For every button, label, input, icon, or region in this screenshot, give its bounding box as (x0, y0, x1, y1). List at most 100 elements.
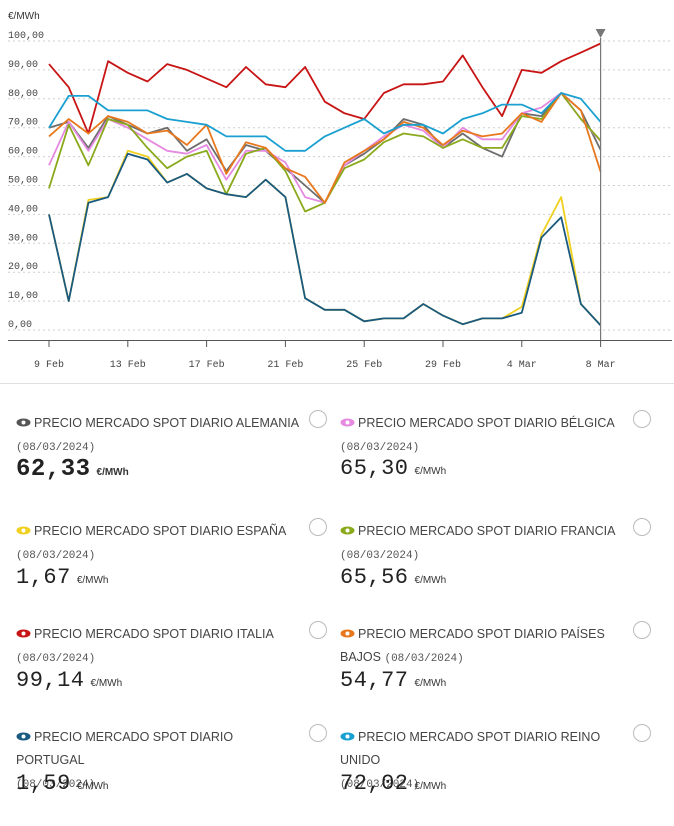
chart-toggle-button[interactable] (309, 410, 327, 428)
cursor-marker-icon (595, 29, 606, 38)
card-value-line: 65,30 €/MWh (340, 456, 446, 481)
card-value: 65,56 (340, 565, 409, 590)
card-portugal: PRECIO MERCADO SPOT DIARIO PORTUGAL (08/… (16, 724, 336, 826)
x-tick-label: 17 Feb (189, 359, 225, 371)
chart-svg: €/MWh 0,00 10,00 20,00 30,00 40,00 50,00 60,00 7… (8, 11, 672, 371)
eye-icon[interactable] (340, 418, 355, 427)
card-value-line: 99,14 €/MWh (16, 668, 122, 693)
chart-toggle-button[interactable] (309, 621, 327, 639)
series-line (48, 42, 601, 135)
series-line (48, 152, 602, 327)
card-title: PRECIO MERCADO SPOT DIARIO BÉLGICA (358, 416, 615, 430)
y-tick-label: 80,00 (8, 89, 38, 100)
x-tick-label: 9 Feb (34, 359, 64, 371)
card-value: 62,33 (16, 456, 91, 483)
card-value: 1,59 (16, 771, 71, 796)
card-header: PRECIO MERCADO SPOT DIARIO ESPAÑA (08/03… (16, 520, 301, 568)
x-tick-label: 25 Feb (346, 359, 382, 371)
eye-icon[interactable] (16, 629, 31, 638)
card-unit: €/MWh (414, 575, 447, 586)
card-value-line: 1,59 €/MWh (16, 771, 108, 796)
series-line (48, 149, 602, 326)
card-date: (08/03/2024) (16, 779, 96, 791)
eye-icon[interactable] (16, 732, 31, 741)
eye-icon[interactable] (340, 526, 355, 535)
card-alemania: PRECIO MERCADO SPOT DIARIO ALEMANIA (08/… (16, 410, 336, 512)
x-tick-label: 21 Feb (267, 359, 303, 371)
card-unit: €/MWh (414, 466, 447, 477)
eye-icon[interactable] (340, 629, 355, 638)
chart-toggle-button[interactable] (633, 410, 651, 428)
y-tick-label: 90,00 (8, 60, 38, 71)
x-tick-label: 29 Feb (425, 359, 461, 371)
card-italia: PRECIO MERCADO SPOT DIARIO ITALIA (08/03… (16, 621, 336, 723)
card-value: 54,77 (340, 668, 409, 693)
series-line (48, 92, 602, 204)
y-tick-label: 70,00 (8, 118, 38, 129)
card-value: 1,67 (16, 565, 71, 590)
card-header: PRECIO MERCADO SPOT DIARIO PAÍSES BAJOS … (340, 623, 625, 671)
chart-toggle-button[interactable] (309, 518, 327, 536)
card-value: 99,14 (16, 668, 85, 693)
price-line-chart: €/MWh 0,00 10,00 20,00 30,00 40,00 50,00 60,00 7… (0, 0, 674, 380)
card-header: PRECIO MERCADO SPOT DIARIO REINO UNIDO (… (340, 726, 625, 797)
card-unit: €/MWh (414, 781, 447, 792)
chart-toggle-button[interactable] (309, 724, 327, 742)
chart-toggle-button[interactable] (633, 518, 651, 536)
card-date: (08/03/2024) (340, 442, 420, 454)
y-tick-label: 60,00 (8, 147, 38, 158)
card-date: (08/03/2024) (16, 550, 96, 562)
card-value-line: 54,77 €/MWh (340, 668, 446, 693)
card-title: PRECIO MERCADO SPOT DIARIO PORTUGAL (16, 730, 234, 767)
card-header: PRECIO MERCADO SPOT DIARIO ALEMANIA (08/… (16, 412, 301, 460)
y-axis-unit: €/MWh (8, 11, 40, 22)
card-header: PRECIO MERCADO SPOT DIARIO PORTUGAL (08/… (16, 726, 301, 797)
card-title: PRECIO MERCADO SPOT DIARIO ITALIA (34, 627, 274, 641)
card-date: (08/03/2024) (16, 442, 96, 454)
card-belgica: PRECIO MERCADO SPOT DIARIO BÉLGICA (08/0… (340, 410, 660, 512)
card-date: (08/03/2024) (340, 550, 420, 562)
card-date: (08/03/2024) (384, 653, 464, 665)
eye-icon[interactable] (16, 418, 31, 427)
y-tick-label: 50,00 (8, 176, 38, 187)
x-tick-label: 13 Feb (110, 359, 146, 371)
card-title: PRECIO MERCADO SPOT DIARIO PAÍSES (358, 627, 605, 641)
chart-toggle-button[interactable] (633, 621, 651, 639)
card-unit: €/MWh (90, 678, 123, 689)
card-title: PRECIO MERCADO SPOT DIARIO ESPAÑA (34, 524, 287, 538)
card-header: PRECIO MERCADO SPOT DIARIO FRANCIA (08/0… (340, 520, 625, 568)
card-unit: €/MWh (76, 781, 109, 792)
eye-icon[interactable] (16, 526, 31, 535)
card-date: (08/03/2024) (340, 779, 420, 791)
card-title: PRECIO MERCADO SPOT DIARIO REINO UNIDO (340, 730, 601, 767)
card-header: PRECIO MERCADO SPOT DIARIO ITALIA (08/03… (16, 623, 301, 671)
series-line (48, 92, 602, 204)
card-title-line2: BAJOS (340, 650, 381, 664)
series-line (48, 92, 602, 152)
card-unit: €/MWh (96, 467, 129, 478)
card-header: PRECIO MERCADO SPOT DIARIO BÉLGICA (08/0… (340, 412, 625, 460)
eye-icon[interactable] (340, 732, 355, 741)
y-tick-label: 40,00 (8, 204, 38, 215)
y-tick-label: 100,00 (8, 31, 44, 42)
card-paises-bajos: PRECIO MERCADO SPOT DIARIO PAÍSES BAJOS … (340, 621, 660, 723)
card-espana: PRECIO MERCADO SPOT DIARIO ESPAÑA (08/03… (16, 518, 336, 620)
y-tick-label: 20,00 (8, 262, 38, 273)
y-tick-label: 0,00 (8, 320, 32, 331)
card-value-line: 65,56 €/MWh (340, 565, 446, 590)
card-reino-unido: PRECIO MERCADO SPOT DIARIO REINO UNIDO (… (340, 724, 660, 826)
series-line (48, 92, 602, 204)
card-unit: €/MWh (414, 678, 447, 689)
chart-toggle-button[interactable] (633, 724, 651, 742)
card-value: 72,02 (340, 771, 409, 796)
card-date: (08/03/2024) (16, 653, 96, 665)
card-unit: €/MWh (76, 575, 109, 586)
card-value-line: 72,02 €/MWh (340, 771, 446, 796)
y-tick-label: 10,00 (8, 291, 38, 302)
x-tick-label: 4 Mar (507, 360, 537, 371)
x-tick-label: 8 Mar (586, 360, 616, 371)
y-tick-label: 30,00 (8, 233, 38, 244)
card-title: PRECIO MERCADO SPOT DIARIO ALEMANIA (34, 416, 300, 430)
card-value-line: 62,33 €/MWh (16, 456, 129, 483)
divider (0, 383, 674, 384)
